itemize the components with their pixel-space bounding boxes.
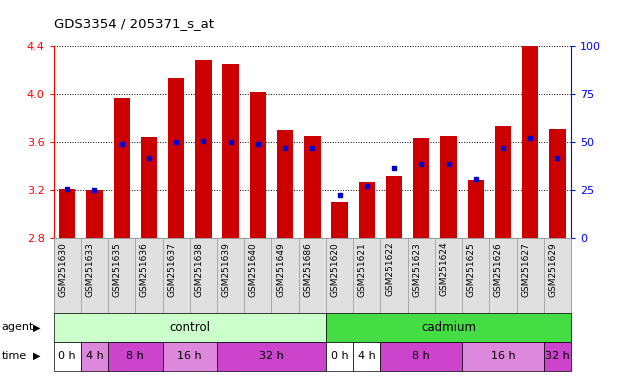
Bar <box>462 342 544 371</box>
Text: ▶: ▶ <box>33 322 40 333</box>
Bar <box>380 342 462 371</box>
Text: time: time <box>1 351 27 361</box>
Text: 8 h: 8 h <box>413 351 430 361</box>
Text: GSM251622: GSM251622 <box>385 242 394 296</box>
Text: GSM251626: GSM251626 <box>494 242 503 296</box>
Bar <box>468 180 484 238</box>
Text: GSM251638: GSM251638 <box>194 242 203 297</box>
Text: GSM251621: GSM251621 <box>358 242 367 296</box>
Bar <box>168 78 184 238</box>
Bar <box>440 136 457 238</box>
Text: GSM251686: GSM251686 <box>304 242 312 297</box>
Bar <box>358 182 375 238</box>
Bar <box>522 46 538 238</box>
Text: 8 h: 8 h <box>126 351 144 361</box>
Text: GSM251633: GSM251633 <box>85 242 95 297</box>
Text: control: control <box>169 321 210 334</box>
Text: 4 h: 4 h <box>358 351 375 361</box>
Text: GSM251635: GSM251635 <box>113 242 122 297</box>
Bar <box>114 98 130 238</box>
Bar <box>54 313 326 342</box>
Bar <box>386 176 402 238</box>
Bar <box>81 342 108 371</box>
Text: 16 h: 16 h <box>491 351 516 361</box>
Text: GSM251620: GSM251620 <box>331 242 339 296</box>
Bar <box>217 342 326 371</box>
Bar <box>331 202 348 238</box>
Text: ▶: ▶ <box>33 351 40 361</box>
Bar <box>86 190 103 238</box>
Bar <box>304 136 321 238</box>
Bar <box>277 130 293 238</box>
Text: GSM251649: GSM251649 <box>276 242 285 296</box>
Text: 32 h: 32 h <box>259 351 284 361</box>
Bar <box>549 129 565 238</box>
Bar <box>544 342 571 371</box>
Bar <box>353 342 380 371</box>
Text: GSM251629: GSM251629 <box>548 242 557 296</box>
Text: 0 h: 0 h <box>59 351 76 361</box>
Text: 4 h: 4 h <box>86 351 103 361</box>
Text: 0 h: 0 h <box>331 351 348 361</box>
Text: GSM251625: GSM251625 <box>467 242 476 296</box>
Bar <box>195 61 211 238</box>
Bar <box>54 342 81 371</box>
Text: GSM251640: GSM251640 <box>249 242 258 296</box>
Text: GSM251630: GSM251630 <box>58 242 68 297</box>
Bar <box>223 64 239 238</box>
Text: 32 h: 32 h <box>545 351 570 361</box>
Text: GSM251623: GSM251623 <box>412 242 422 296</box>
Text: agent: agent <box>1 322 33 333</box>
Text: GSM251637: GSM251637 <box>167 242 176 297</box>
Text: GSM251624: GSM251624 <box>440 242 449 296</box>
Bar <box>59 189 76 238</box>
Bar <box>141 137 157 238</box>
Bar <box>326 342 353 371</box>
Text: 16 h: 16 h <box>177 351 202 361</box>
Bar <box>413 139 430 238</box>
Bar <box>495 126 511 238</box>
Text: GDS3354 / 205371_s_at: GDS3354 / 205371_s_at <box>54 17 214 30</box>
Bar <box>250 92 266 238</box>
Bar <box>108 342 163 371</box>
Text: cadmium: cadmium <box>421 321 476 334</box>
Bar <box>326 313 571 342</box>
Text: GSM251627: GSM251627 <box>521 242 530 296</box>
Bar <box>163 342 217 371</box>
Text: GSM251636: GSM251636 <box>140 242 149 297</box>
Text: GSM251639: GSM251639 <box>221 242 231 297</box>
